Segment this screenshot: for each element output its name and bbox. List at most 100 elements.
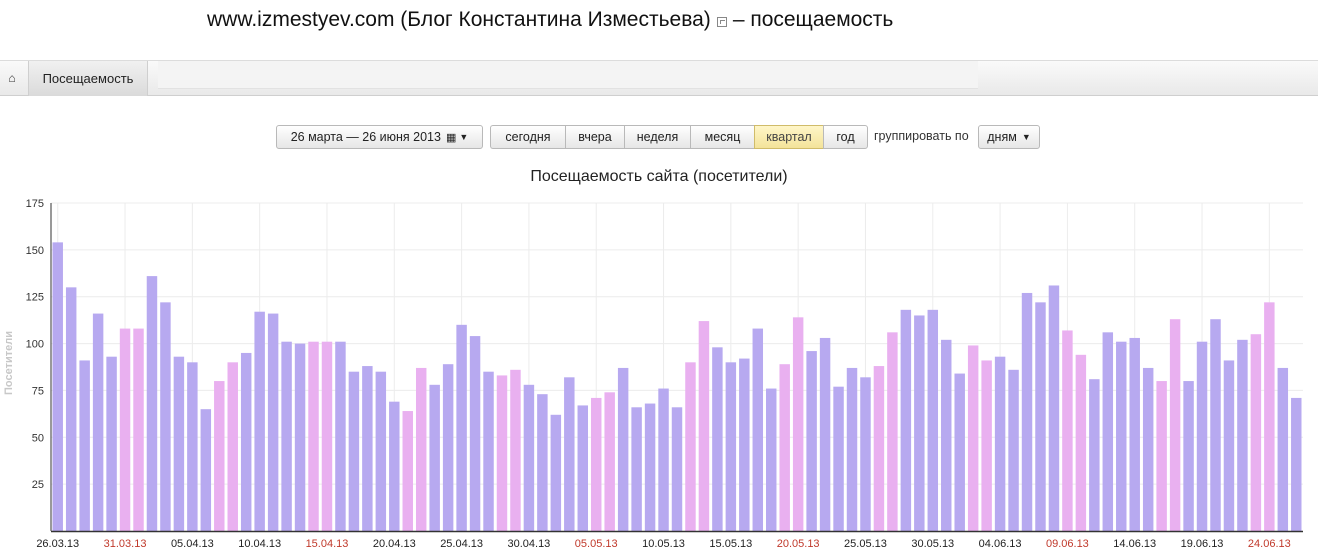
- bar: [994, 356, 1006, 531]
- bar: [846, 367, 858, 531]
- bar: [698, 321, 710, 531]
- x-tick-label: 09.06.13: [1046, 538, 1089, 550]
- bar: [1089, 379, 1100, 531]
- bar: [954, 373, 965, 531]
- period-today-button[interactable]: сегодня: [490, 125, 565, 149]
- home-icon[interactable]: ⌂: [8, 71, 16, 85]
- bar: [523, 384, 535, 531]
- bar: [160, 302, 171, 531]
- bar: [860, 377, 871, 531]
- y-tick-label: 125: [26, 292, 44, 304]
- bar: [483, 371, 494, 531]
- bar: [65, 287, 77, 531]
- period-year-button[interactable]: год: [823, 125, 868, 149]
- bar: [1062, 330, 1073, 531]
- bar: [281, 341, 292, 531]
- bar: [981, 360, 992, 531]
- bar: [685, 362, 696, 531]
- group-by-label: группировать по: [874, 129, 969, 143]
- bar: [146, 276, 158, 531]
- bar: [941, 339, 952, 531]
- bar: [1156, 381, 1167, 531]
- bar: [819, 337, 831, 531]
- bar: [792, 317, 804, 531]
- bar: [833, 386, 844, 531]
- period-week-label: неделя: [636, 130, 679, 144]
- bar: [402, 411, 413, 531]
- site-link[interactable]: www.izmestyev.com (Блог Константина Изме…: [207, 8, 711, 31]
- period-quarter-button[interactable]: квартал: [754, 125, 823, 149]
- bar: [362, 366, 373, 531]
- period-month-label: месяц: [704, 130, 741, 144]
- x-tick-label: 05.04.13: [171, 538, 214, 550]
- group-by-value: дням: [987, 130, 1017, 144]
- bar: [294, 343, 306, 531]
- y-tick-label: 150: [26, 245, 44, 257]
- bar: [1264, 302, 1275, 531]
- tab-visits[interactable]: Посещаемость: [28, 61, 148, 96]
- bar: [1116, 341, 1127, 531]
- bar: [725, 362, 737, 531]
- bar: [537, 394, 548, 531]
- x-tick-label: 20.05.13: [777, 538, 820, 550]
- group-by-select[interactable]: дням ▼: [978, 125, 1040, 149]
- y-tick-label: 75: [32, 385, 44, 397]
- bar: [739, 358, 750, 531]
- x-tick-label: 30.04.13: [507, 538, 550, 550]
- x-tick-label: 25.04.13: [440, 538, 483, 550]
- bar: [240, 352, 252, 531]
- bar: [550, 414, 562, 531]
- x-tick-label: 19.06.13: [1181, 538, 1224, 550]
- date-range-picker[interactable]: 26 марта — 26 июня 2013 ▦ ▼: [276, 125, 483, 149]
- period-month-button[interactable]: месяц: [690, 125, 754, 149]
- bar: [577, 405, 588, 531]
- bar: [900, 309, 912, 531]
- bar: [187, 362, 198, 531]
- chart-title: Посещаемость сайта (посетители): [530, 168, 788, 185]
- bar: [779, 364, 790, 531]
- bar: [92, 313, 104, 531]
- page-title-suffix: – посещаемость: [732, 8, 894, 31]
- bar: [873, 366, 885, 531]
- bar: [1142, 367, 1154, 531]
- x-tick-label: 26.03.13: [36, 538, 79, 550]
- x-tick-label: 30.05.13: [911, 538, 954, 550]
- bar: [712, 347, 723, 531]
- bar: [1129, 337, 1140, 531]
- bar: [200, 409, 212, 531]
- bar: [335, 341, 346, 531]
- period-week-button[interactable]: неделя: [624, 125, 690, 149]
- period-yesterday-button[interactable]: вчера: [565, 125, 624, 149]
- bar: [469, 336, 481, 531]
- bar: [590, 397, 602, 531]
- bar: [1102, 332, 1114, 531]
- period-year-label: год: [836, 130, 855, 144]
- bar: [1021, 292, 1033, 531]
- bar: [106, 356, 117, 531]
- bar: [927, 309, 939, 531]
- bar: [510, 369, 521, 531]
- bar: [415, 367, 427, 531]
- x-tick-label: 15.04.13: [306, 538, 349, 550]
- period-quarter-label: квартал: [766, 130, 812, 144]
- bar: [564, 377, 575, 531]
- x-tick-label: 04.06.13: [979, 538, 1022, 550]
- bar: [644, 403, 656, 531]
- bar: [442, 364, 454, 531]
- bar: [1210, 319, 1221, 531]
- date-range-value: 26 марта — 26 июня 2013: [290, 130, 441, 144]
- bar: [133, 328, 144, 531]
- bar: [967, 345, 979, 531]
- bar: [1183, 381, 1194, 531]
- bar: [267, 313, 279, 531]
- y-tick-label: 25: [32, 479, 44, 491]
- bar: [321, 341, 333, 531]
- bar: [227, 362, 238, 531]
- bar: [658, 388, 669, 531]
- y-tick-label: 50: [32, 432, 44, 444]
- bar: [671, 407, 683, 531]
- bar: [79, 360, 90, 531]
- external-link-icon[interactable]: [716, 17, 727, 27]
- bar: [914, 315, 925, 531]
- bar: [389, 401, 400, 531]
